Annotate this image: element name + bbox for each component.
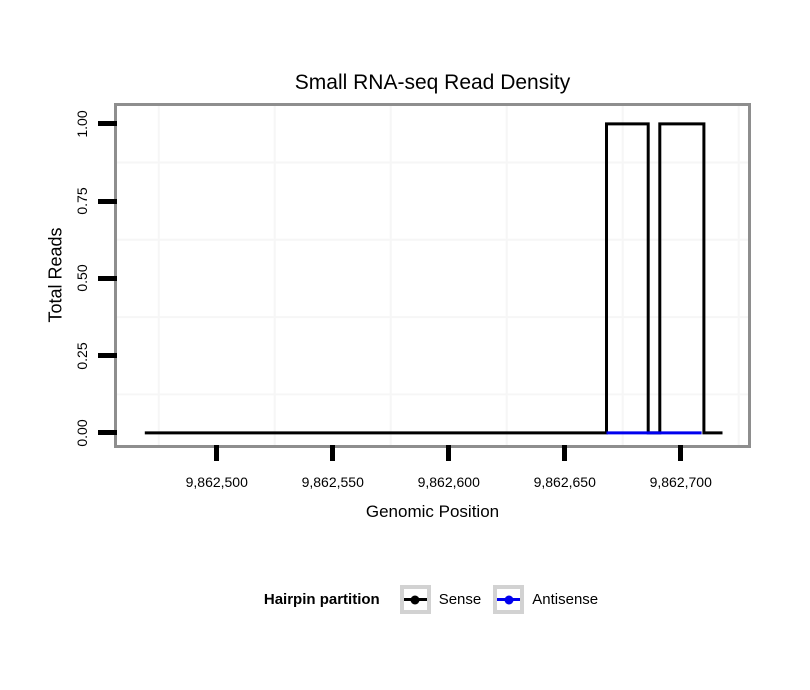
y-axis-title: Total Reads — [45, 227, 66, 323]
legend-key-dot — [410, 595, 420, 604]
chart-title: Small RNA-seq Read Density — [294, 71, 571, 94]
series-line-sense — [144, 122, 723, 435]
y-tick-label: 0.00 — [74, 419, 90, 447]
x-tick-label: 9,862,600 — [417, 474, 480, 490]
y-tick-label: 1.00 — [74, 110, 90, 138]
x-tick-label: 9,862,650 — [533, 474, 596, 490]
x-tick-label: 9,862,550 — [301, 474, 364, 490]
x-axis-title: Genomic Position — [365, 502, 500, 521]
y-tick-label: 0.75 — [74, 187, 90, 215]
x-tick-label: 9,862,700 — [649, 474, 712, 490]
plot-panel — [114, 103, 751, 448]
legend: Hairpin partition Sense Antisense — [32, 584, 810, 615]
legend-title: Hairpin partition — [263, 591, 380, 608]
legend-key-dot — [504, 595, 514, 604]
legend-key-antisense — [493, 585, 525, 614]
x-tick-label: 9,862,500 — [185, 474, 248, 490]
plot-lines — [117, 106, 748, 445]
legend-label-sense: Sense — [438, 591, 482, 608]
legend-label-antisense: Antisense — [532, 591, 599, 608]
y-tick-label: 0.25 — [74, 342, 90, 370]
legend-key-sense — [399, 585, 431, 614]
y-tick-label: 0.50 — [74, 264, 90, 293]
